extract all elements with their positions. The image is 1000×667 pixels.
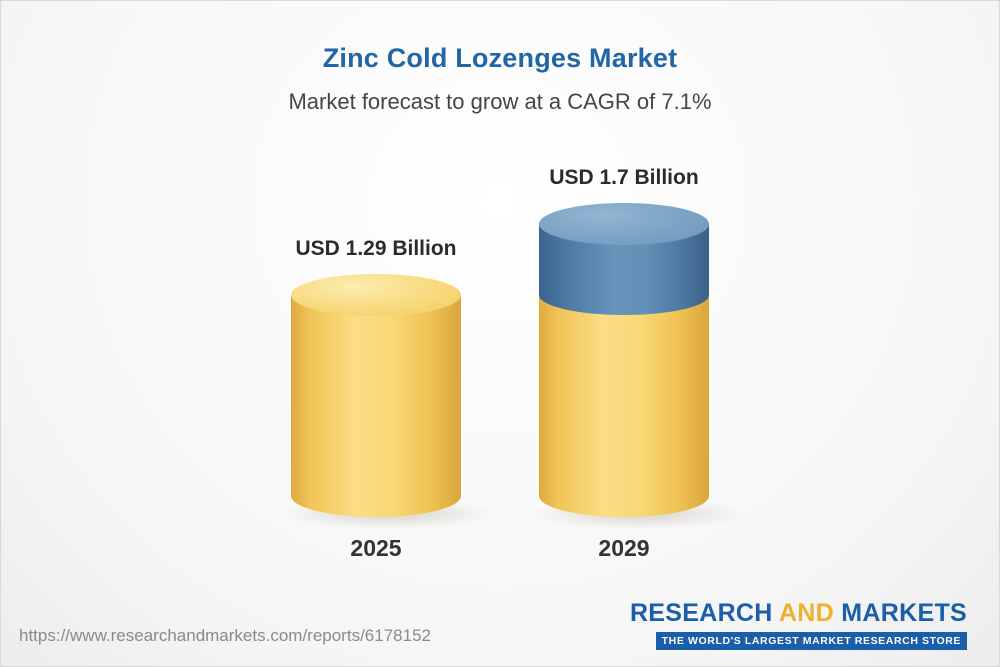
category-label-2029: 2029 [598,535,650,561]
cylinder-2025 [279,274,500,530]
cylinder-2029 [527,203,748,530]
logo-word-and: AND [778,599,835,627]
cylinder-segment-base [539,295,709,517]
chart-title: Zinc Cold Lozenges Market [322,43,678,73]
research-and-markets-logo: RESEARCH AND MARKETS THE WORLD'S LARGEST… [630,599,967,650]
logo-word-markets: MARKETS [834,599,967,627]
logo-tagline: THE WORLD'S LARGEST MARKET RESEARCH STOR… [655,632,967,650]
category-label-2025: 2025 [350,535,402,561]
cylinder-cap-yellow [291,274,461,316]
cylinder-cap-blue [539,203,709,245]
value-label-2029: USD 1.7 Billion [549,166,699,189]
logo-wordmark: RESEARCH AND MARKETS [630,599,967,628]
logo-word-research: RESEARCH [629,599,779,627]
report-url: https://www.researchandmarkets.com/repor… [19,626,431,645]
cylinder-segment-base [291,295,461,517]
chart-subtitle: Market forecast to grow at a CAGR of 7.1… [288,89,712,114]
value-label-2025: USD 1.29 Billion [295,237,457,260]
bar-2029: USD 1.7 Billion 2029 [527,166,748,562]
bar-2025: USD 1.29 Billion 2025 [279,237,500,562]
